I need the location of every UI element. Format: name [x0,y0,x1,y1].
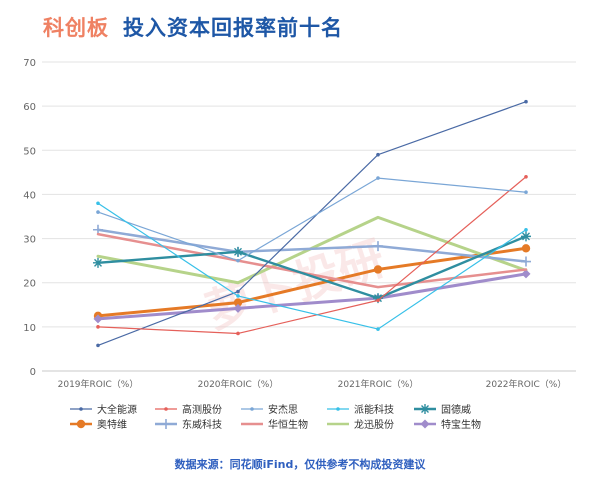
series-line [97,176,527,335]
data-point [233,303,243,313]
data-point [524,174,528,179]
x-tick-label: 2019年ROIC（%） [58,378,139,390]
series-line [96,246,528,318]
legend-marker [161,419,171,429]
data-point [373,265,383,274]
data-point [524,227,528,232]
legend-label: 特宝生物 [441,418,481,431]
legend-label: 奥特维 [97,418,127,431]
data-point [236,258,240,263]
x-tick-label: 2022年ROIC（%） [486,378,567,390]
legend-marker [250,407,254,411]
y-tick-label: 30 [23,235,36,246]
data-point [96,343,100,348]
data-point [376,152,380,157]
legend-label: 安杰思 [268,403,298,416]
y-tick-label: 20 [23,279,36,290]
legend-marker [79,407,83,411]
y-tick-label: 60 [23,102,36,113]
data-point [96,210,100,214]
y-tick-label: 50 [23,146,36,157]
y-tick-label: 40 [23,190,36,201]
x-tick-label: 2021年ROIC（%） [338,378,419,390]
x-tick-label: 2020年ROIC（%） [198,378,279,390]
chart-title: 科创板 投入资本回报率前十名 [43,12,343,46]
data-point [524,190,528,195]
source-note: 数据来源：同花顺iFind，仅供参考不构成投资建议 [174,458,426,471]
y-tick-label: 10 [23,323,36,334]
data-point [93,314,103,324]
legend-label: 派能科技 [354,403,394,416]
legend-label: 大全能源 [97,403,137,416]
data-point [524,99,528,104]
brand-label: 科创板 [43,16,109,40]
data-point [521,244,531,253]
data-point [236,289,240,294]
y-tick-label: 0 [30,367,36,378]
series-line [97,177,527,262]
headline: 投入资本回报率前十名 [123,16,343,40]
legend-marker [420,419,430,429]
data-point [93,257,103,268]
data-point [376,298,380,303]
data-point [521,269,531,279]
series-line [97,101,527,346]
data-point [373,293,383,304]
series-line [96,272,528,321]
series-line [96,235,528,300]
legend-label: 龙迅股份 [354,418,394,431]
series-line [96,228,528,263]
y-tick-label: 70 [23,58,36,69]
data-point [376,327,380,331]
legend-marker [420,404,430,414]
data-point [521,231,531,242]
legend-marker [76,419,86,429]
data-point [96,201,100,206]
data-point [376,176,380,180]
data-point [236,331,240,336]
legend-marker [336,407,340,411]
legend-marker [164,407,168,411]
data-point [236,294,240,298]
data-point [233,298,243,307]
series-line [97,202,527,330]
legend-label: 东威科技 [182,418,222,431]
legend-label: 华恒生物 [268,418,308,431]
data-point [233,246,243,257]
legend-label: 固德威 [441,403,471,416]
data-point [521,256,531,267]
legend-label: 高测股份 [182,403,222,416]
data-point [96,325,100,329]
data-point [373,241,383,252]
